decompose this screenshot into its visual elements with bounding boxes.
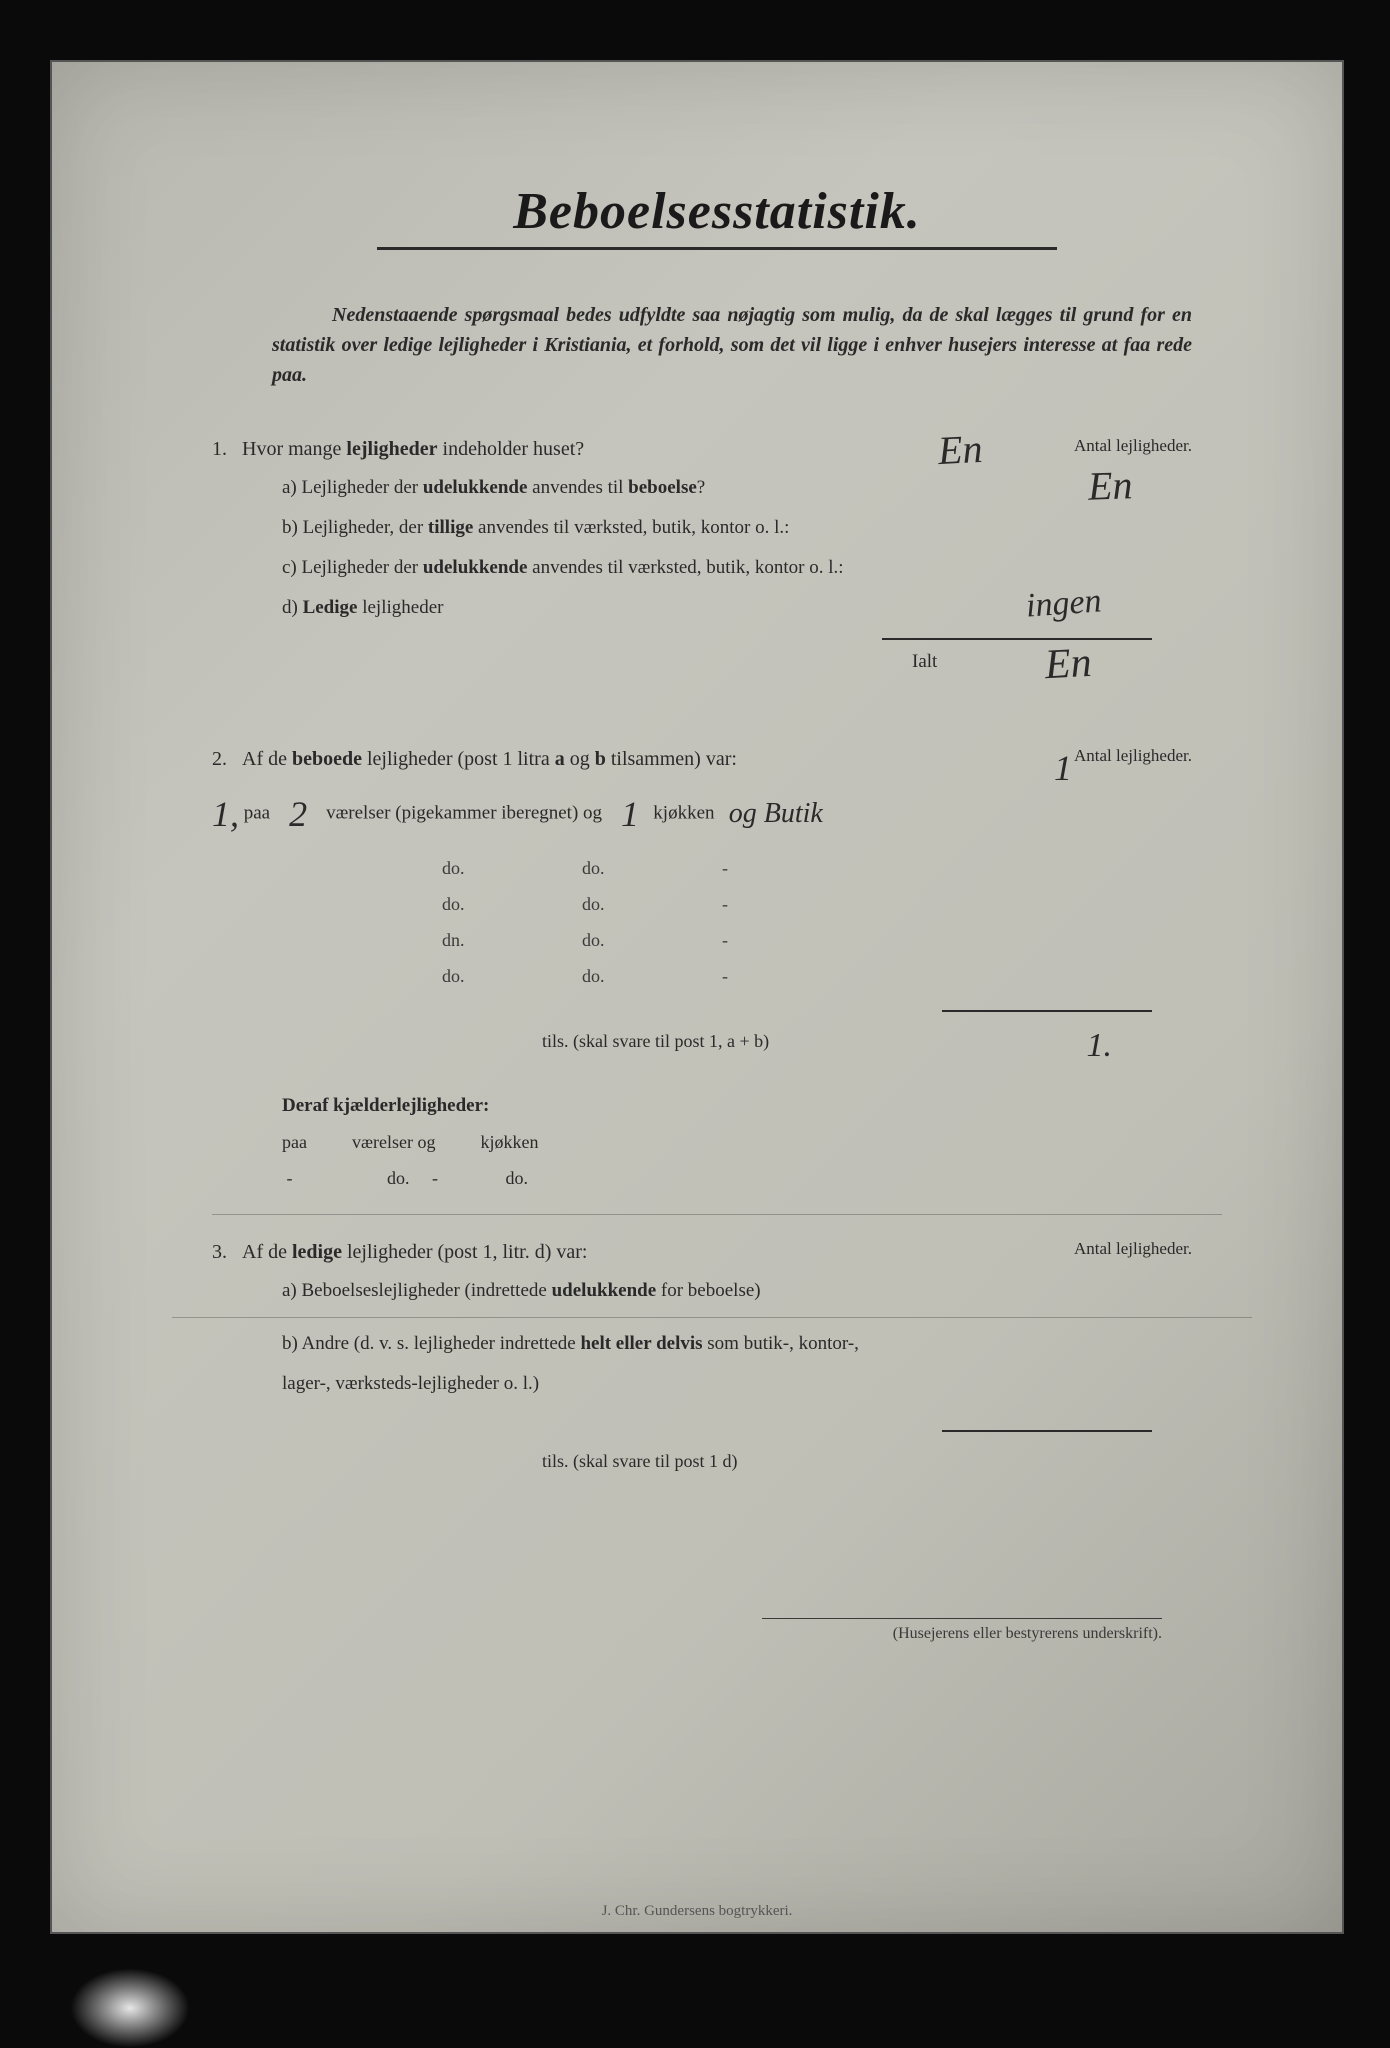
q2-handwritten-count: 1 — [1054, 734, 1072, 802]
q2-paa-row-2: - do. - do. — [282, 1160, 1192, 1196]
document-title: Beboelsesstatistik. — [377, 182, 1057, 250]
scan-frame: Beboelsesstatistik. Nedenstaaende spørgs… — [50, 60, 1344, 1934]
q2-do-row-4: do.do.- — [442, 958, 1192, 994]
q3-text: Af de ledige lejligheder (post 1, litr. … — [242, 1241, 587, 1263]
q2-paa-label: paa — [244, 802, 270, 823]
question-3: 3. Af de ledige lejligheder (post 1, lit… — [242, 1233, 1192, 1478]
q2-hw-paa: 1, — [212, 778, 239, 850]
q2-vaerelser-label: værelser (pigekammer iberegnet) og — [326, 802, 602, 823]
divider — [212, 1214, 1222, 1215]
q3-tils-line — [942, 1430, 1152, 1432]
scan-light-artifact — [70, 1968, 190, 2048]
q3-a: a) Beboelseslejligheder (indrettede udel… — [282, 1271, 1192, 1311]
q2-do-row-3: dn.do.- — [442, 922, 1192, 958]
q2-number: 2. — [212, 740, 227, 778]
q3-b2: lager-, værksteds-lejligheder o. l.) — [282, 1364, 1192, 1404]
q2-hw-extra: og Butik — [729, 786, 823, 842]
q2-paa-row-1: paa værelser og kjøkken — [282, 1124, 1192, 1160]
q1-number: 1. — [212, 430, 227, 468]
printer-credit: J. Chr. Gundersens bogtrykkeri. — [52, 1903, 1342, 1920]
q3-tils-row: tils. (skal svare til post 1 d) — [542, 1444, 1192, 1478]
q2-tils-handwritten: 1. — [1087, 1014, 1113, 1079]
question-1: 1. Hvor mange lejligheder indeholder hus… — [242, 430, 1192, 680]
divider-3a — [172, 1317, 1252, 1318]
q2-do-row-2: do.do.- — [442, 886, 1192, 922]
q1-b: b) Lejligheder, der tillige anvendes til… — [282, 508, 1192, 548]
signature-area: (Husejerens eller bestyrerens underskrif… — [212, 1618, 1162, 1643]
q2-deraf: Deraf kjælderlejligheder: — [282, 1088, 1192, 1124]
q3-tils-text: tils. (skal svare til post 1 d) — [542, 1451, 737, 1471]
q2-text: Af de beboede lejligheder (post 1 litra … — [242, 748, 737, 770]
q2-do-row-1: do.do.- — [442, 850, 1192, 886]
q1-handwritten-a: En — [1086, 447, 1133, 525]
q2-tils-line — [942, 1010, 1152, 1012]
q1-a: a) Lejligheder der udelukkende anvendes … — [282, 468, 1192, 508]
q1-handwritten-ialt: En — [1043, 624, 1094, 706]
q2-hw-rooms: 2 — [289, 778, 307, 850]
q1-ialt-row: Ialt — [882, 638, 1152, 680]
q2-kjokken-label: kjøkken — [653, 802, 714, 823]
question-2: 2. Af de beboede lejligheder (post 1 lit… — [242, 740, 1192, 1196]
q1-handwritten-total: En — [936, 411, 984, 489]
q2-row-1: 1, paa 2 værelser (pigekammer iberegnet)… — [212, 778, 1192, 850]
signature-label: (Husejerens eller bestyrerens underskrif… — [212, 1625, 1162, 1643]
q3-b: b) Andre (d. v. s. lejligheder indretted… — [282, 1324, 1192, 1364]
document-paper: Beboelsesstatistik. Nedenstaaende spørgs… — [82, 82, 1312, 1882]
q1-ialt-label: Ialt — [912, 651, 937, 672]
q3-right-label: Antal lejligheder. — [1074, 1233, 1192, 1265]
q2-tils-row: tils. (skal svare til post 1, a + b) 1. — [542, 1024, 1192, 1058]
q1-text: Hvor mange lejligheder indeholder huset? — [242, 438, 584, 460]
q2-right-label: Antal lejligheder. — [1074, 740, 1192, 772]
intro-paragraph: Nedenstaaende spørgsmaal bedes udfyldte … — [272, 300, 1192, 390]
q3-number: 3. — [212, 1233, 227, 1271]
q2-tils-text: tils. (skal svare til post 1, a + b) — [542, 1031, 769, 1051]
q2-hw-kj: 1 — [621, 778, 639, 850]
signature-line — [762, 1618, 1162, 1619]
